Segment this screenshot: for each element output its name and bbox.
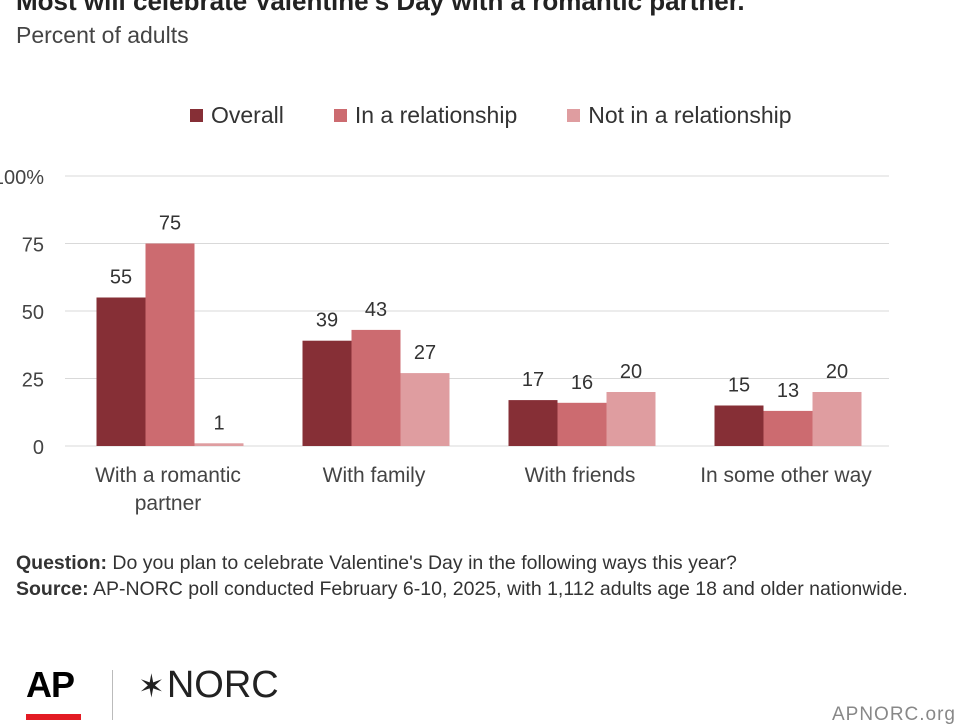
data-label: 1 (213, 412, 224, 434)
bar (508, 400, 558, 446)
y-tick-label: 25 (22, 370, 44, 392)
legend-item-in-relationship: In a relationship (333, 101, 518, 129)
legend-swatch-overall (190, 108, 203, 122)
bar (400, 373, 450, 446)
bar (194, 443, 244, 446)
data-label: 55 (110, 267, 132, 289)
legend-label-not-in-relationship: Not in a relationship (588, 101, 792, 128)
bar (145, 243, 195, 446)
data-label: 20 (620, 361, 642, 383)
question-label: Question: (16, 552, 107, 574)
bar-chart: 0 25 50 75 100% 55 75 1 With a romantic partner 39… (0, 167, 889, 515)
source-note: Source: AP-NORC poll conducted February … (16, 576, 916, 602)
y-tick-label: 50 (22, 302, 44, 324)
ap-logo: AP (26, 664, 75, 705)
data-label: 27 (414, 342, 436, 364)
data-label: 17 (522, 369, 544, 391)
legend: Overall In a relationship Not in a relat… (190, 101, 792, 129)
source-label: Source: (16, 578, 89, 600)
bar (714, 405, 764, 446)
bar (96, 297, 146, 446)
legend-swatch-in-relationship (333, 108, 347, 122)
norc-star-icon: ✶ (138, 667, 165, 704)
data-label: 20 (826, 361, 848, 383)
legend-swatch-not-in-relationship (567, 108, 581, 122)
y-tick-label: 0 (33, 437, 44, 459)
source-text: AP-NORC poll conducted February 6-10, 20… (88, 578, 908, 600)
data-label: 15 (728, 375, 750, 397)
data-label: 43 (365, 299, 387, 321)
x-tick-label: With a romantic (95, 464, 241, 487)
x-tick-label: With friends (525, 464, 636, 487)
bar (557, 402, 607, 446)
site-url: APNORC.org (831, 704, 956, 725)
bar (351, 329, 401, 446)
norc-logo: ✶ NORC (138, 664, 279, 707)
chart-title: Most will celebrate Valentine's Day with… (16, 0, 745, 16)
chart-subtitle: Percent of adults (16, 22, 189, 48)
data-label: 75 (159, 213, 181, 235)
chart-notes: Question: Do you plan to celebrate Valen… (16, 550, 916, 602)
x-tick-label: partner (135, 492, 202, 515)
question-text: Do you plan to celebrate Valentine's Day… (107, 552, 737, 574)
bar (763, 410, 813, 446)
ap-logo-bar (26, 714, 81, 720)
norc-logo-text: NORC (166, 664, 279, 706)
legend-item-overall: Overall (190, 102, 284, 129)
x-tick-label: With family (323, 464, 426, 487)
legend-label-overall: Overall (211, 101, 284, 128)
y-tick-label: 100% (0, 167, 44, 189)
bar (302, 340, 352, 446)
question-note: Question: Do you plan to celebrate Valen… (16, 550, 916, 576)
x-tick-label: In some other way (700, 464, 872, 487)
bar (606, 392, 656, 446)
logo-divider (112, 670, 113, 720)
legend-label-in-relationship: In a relationship (354, 101, 518, 128)
data-label: 39 (316, 310, 338, 332)
bar (812, 392, 862, 446)
y-tick-label: 75 (22, 235, 44, 257)
legend-item-not-in-relationship: Not in a relationship (567, 101, 792, 129)
data-label: 13 (777, 380, 799, 402)
data-label: 16 (571, 372, 593, 394)
